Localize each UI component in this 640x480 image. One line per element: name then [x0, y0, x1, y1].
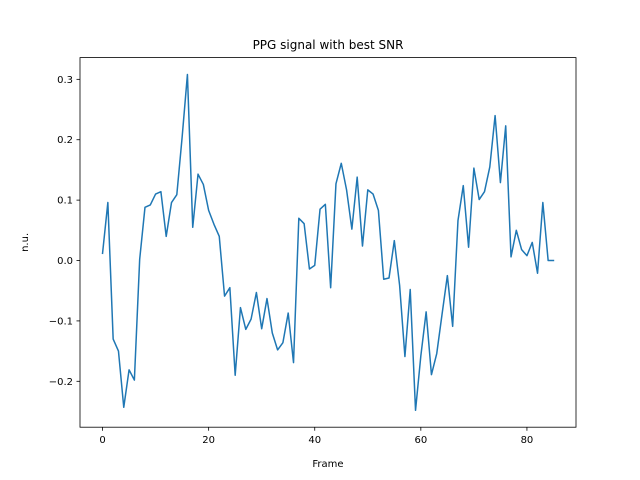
y-tick-label: 0.1 — [57, 196, 73, 207]
y-tick-label: −0.1 — [49, 316, 73, 327]
x-axis-label: Frame — [312, 459, 343, 470]
x-tick-label: 40 — [308, 435, 321, 446]
y-tick-label: 0.2 — [57, 135, 73, 146]
series-line — [101, 73, 555, 412]
y-tick-label: −0.2 — [49, 377, 73, 388]
y-tick-label: 0.3 — [57, 75, 73, 86]
x-tick-label: 20 — [202, 435, 215, 446]
x-tick-label: 0 — [99, 435, 105, 446]
x-tick-label: 80 — [521, 435, 534, 446]
y-axis-label: n.u. — [20, 233, 31, 252]
axes-frame — [79, 57, 577, 428]
chart-title: PPG signal with best SNR — [253, 38, 404, 52]
x-tick-label: 60 — [414, 435, 427, 446]
y-axis: −0.2 −0.1 0.0 0.1 0.2 0.3 — [49, 75, 80, 388]
data-layer — [101, 73, 555, 412]
x-axis: 0 20 40 60 80 — [99, 427, 533, 446]
y-tick-label: 0.0 — [57, 256, 73, 267]
